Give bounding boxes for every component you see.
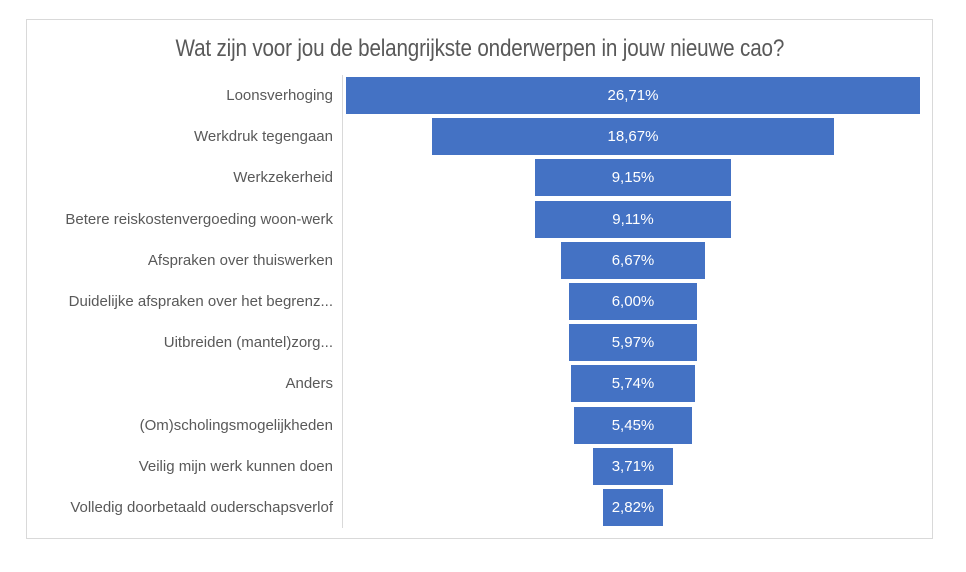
value-label: 3,71% — [611, 457, 655, 475]
category-label: Loonsverhoging — [226, 87, 333, 105]
funnel-row: (Om)scholingsmogelijkheden 5,45% — [27, 405, 932, 446]
funnel-row: Loonsverhoging 26,71% — [27, 75, 932, 116]
funnel-row: Betere reiskostenvergoeding woon-werk 9,1… — [27, 199, 932, 240]
funnel-row: Werkdruk tegengaan 18,67% — [27, 116, 932, 157]
value-label: 18,67% — [607, 128, 659, 146]
funnel-bar: 2,82% — [602, 488, 664, 526]
funnel-bar: 3,71% — [593, 447, 673, 485]
category-label: Werkdruk tegengaan — [194, 128, 333, 146]
category-label: (Om)scholingsmogelijkheden — [139, 416, 333, 434]
funnel-bar: 18,67% — [432, 118, 834, 156]
bar-zone: 5,74% — [343, 365, 923, 403]
bar-zone: 3,71% — [343, 447, 923, 485]
category-label: Afspraken over thuiswerken — [147, 251, 333, 269]
value-label: 9,11% — [612, 210, 654, 228]
funnel-bar: 5,97% — [568, 324, 698, 362]
funnel-bar: 5,74% — [571, 365, 695, 403]
bar-zone: 18,67% — [343, 118, 923, 156]
value-label: 5,45% — [611, 416, 655, 434]
category-label: Veilig mijn werk kunnen doen — [138, 457, 333, 475]
funnel-row: Volledig doorbetaald ouderschapsverlof 2,… — [27, 487, 932, 528]
funnel-bar: 26,71% — [346, 77, 920, 115]
bar-zone: 5,45% — [343, 406, 923, 444]
bar-zone: 2,82% — [343, 488, 923, 526]
funnel-bar: 5,45% — [574, 406, 692, 444]
value-label: 2,82% — [611, 498, 655, 516]
category-label: Duidelijke afspraken over het begrenz... — [68, 293, 333, 311]
bar-zone: 6,00% — [343, 283, 923, 321]
funnel-row: Uitbreiden (mantel)zorg... 5,97% — [27, 322, 932, 363]
category-label: Volledig doorbetaald ouderschapsverlof — [70, 498, 333, 516]
bar-zone: 6,67% — [343, 241, 923, 279]
category-label: Anders — [285, 375, 333, 393]
bar-zone: 26,71% — [343, 77, 923, 115]
funnel-row: Werkzekerheid 9,15% — [27, 157, 932, 198]
funnel-rows: Loonsverhoging 26,71% Werkdruk tegengaan 18… — [27, 75, 932, 528]
value-label: 5,97% — [611, 334, 655, 352]
funnel-bar: 9,11% — [535, 200, 731, 238]
value-label: 6,00% — [611, 293, 655, 311]
category-label: Betere reiskostenvergoeding woon-werk — [65, 210, 333, 228]
value-label: 26,71% — [607, 87, 659, 105]
value-label: 6,67% — [611, 251, 655, 269]
category-label: Uitbreiden (mantel)zorg... — [163, 334, 333, 352]
funnel-row: Anders 5,74% — [27, 363, 932, 404]
funnel-bar: 6,00% — [568, 283, 698, 321]
category-axis-line — [342, 75, 343, 528]
bar-zone: 9,15% — [343, 159, 923, 197]
funnel-row: Veilig mijn werk kunnen doen 3,71% — [27, 446, 932, 487]
plot-area: Loonsverhoging 26,71% Werkdruk tegengaan 18… — [27, 75, 932, 528]
bar-zone: 9,11% — [343, 200, 923, 238]
funnel-row: Duidelijke afspraken over het begrenz...… — [27, 281, 932, 322]
value-label: 9,15% — [611, 169, 655, 187]
value-label: 5,74% — [611, 375, 655, 393]
funnel-bar: 9,15% — [534, 159, 732, 197]
chart-frame: Wat zijn voor jou de belangrijkste onder… — [26, 19, 933, 539]
category-label: Werkzekerheid — [233, 169, 333, 187]
bar-zone: 5,97% — [343, 324, 923, 362]
chart-title: Wat zijn voor jou de belangrijkste onder… — [27, 35, 932, 63]
funnel-row: Afspraken over thuiswerken 6,67% — [27, 240, 932, 281]
chart-title-text: Wat zijn voor jou de belangrijkste onder… — [175, 35, 784, 62]
funnel-bar: 6,67% — [561, 241, 705, 279]
